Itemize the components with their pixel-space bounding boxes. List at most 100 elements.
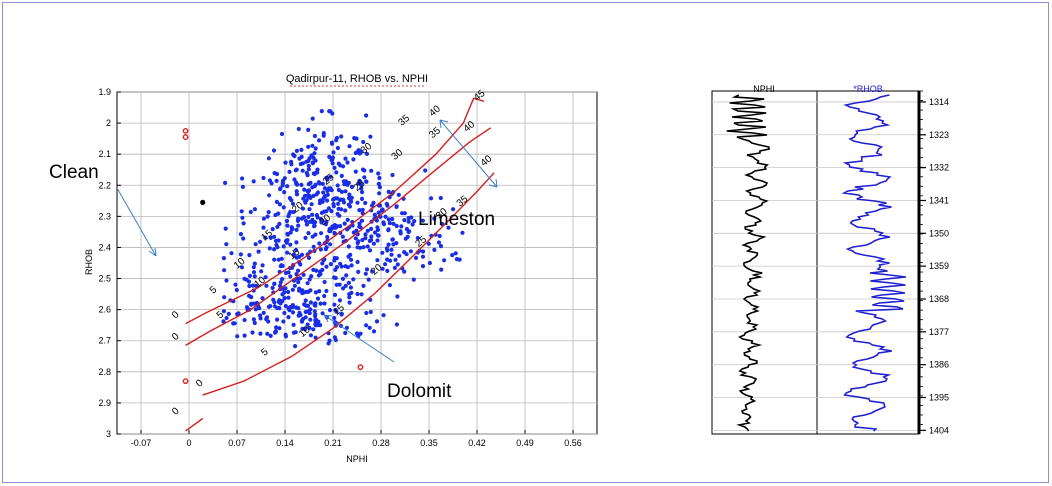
- scatter-point: [317, 181, 322, 186]
- scatter-point: [312, 223, 317, 228]
- scatter-point: [320, 311, 325, 316]
- scatter-point: [349, 290, 354, 295]
- scatter-point: [380, 266, 385, 271]
- scatter-point: [293, 344, 298, 349]
- scatter-point: [367, 248, 373, 253]
- scatter-point: [298, 276, 303, 281]
- scatter-point: [343, 283, 348, 288]
- scatter-point: [334, 135, 339, 141]
- scatter-point: [251, 317, 256, 322]
- scatter-point: [320, 181, 325, 186]
- scatter-point: [345, 182, 350, 187]
- rhob-log-curve: [841, 94, 906, 432]
- scatter-point: [290, 226, 295, 231]
- scatter-point: [306, 193, 311, 198]
- scatter-point: [364, 151, 370, 156]
- scatter-point: [374, 319, 380, 324]
- scatter-point: [286, 289, 291, 295]
- scatter-point: [282, 176, 287, 181]
- scatter-point: [294, 305, 299, 310]
- scatter-point: [355, 259, 360, 265]
- scatter-point: [260, 296, 265, 301]
- scatter-point: [306, 188, 312, 193]
- x-tick-label: 0.35: [420, 438, 438, 448]
- annotation-limeston: Limeston: [418, 209, 495, 230]
- scatter-point: [247, 273, 252, 278]
- scatter-point: [312, 302, 317, 308]
- scatter-point: [235, 334, 240, 339]
- y-tick-label: 1.9: [98, 87, 111, 97]
- scatter-point: [369, 168, 374, 173]
- scatter-point: [347, 204, 353, 209]
- scatter-point: [346, 280, 351, 285]
- scatter-point: [391, 242, 396, 247]
- scatter-point: [395, 294, 400, 299]
- scatter-point: [299, 319, 305, 324]
- scatter-point: [240, 184, 245, 189]
- scatter-point: [286, 295, 291, 300]
- scatter-point: [364, 179, 369, 184]
- scatter-point: [349, 199, 354, 204]
- scatter-point: [357, 208, 362, 213]
- scatter-point: [308, 333, 313, 338]
- scatter-point: [310, 143, 315, 148]
- red-point: [357, 364, 364, 371]
- scatter-point: [363, 232, 368, 237]
- scatter-point: [290, 287, 295, 292]
- scatter-point: [306, 214, 311, 219]
- scatter-point: [331, 197, 336, 202]
- scatter-point: [394, 204, 399, 209]
- scatter-point: [290, 310, 296, 315]
- scatter-point: [274, 199, 279, 204]
- scatter-point: [268, 333, 273, 338]
- scatter-point: [294, 148, 299, 153]
- log-header-rhob: *RHOB: [853, 84, 883, 94]
- scatter-point: [283, 286, 288, 291]
- scatter-point: [272, 257, 277, 262]
- scatter-point: [331, 204, 336, 209]
- scatter-point: [396, 192, 401, 197]
- scatter-point: [327, 109, 332, 114]
- scatter-point: [315, 296, 321, 301]
- scatter-point: [289, 198, 294, 203]
- scatter-point: [415, 235, 420, 241]
- scatter-point: [233, 282, 238, 287]
- scatter-point: [330, 141, 335, 146]
- scatter-point: [304, 222, 309, 227]
- scatter-point: [306, 289, 311, 294]
- scatter-point: [307, 277, 312, 282]
- scatter-point: [356, 148, 361, 153]
- scatter-point: [353, 150, 358, 156]
- scatter-point: [439, 267, 444, 272]
- scatter-point: [241, 221, 246, 226]
- scatter-point: [371, 200, 376, 205]
- scatter-point: [239, 209, 244, 214]
- scatter-point: [306, 255, 312, 260]
- depth-tick-label: 1404: [929, 425, 949, 435]
- lithology-label: 0: [170, 405, 182, 417]
- scatter-point: [253, 242, 258, 247]
- scatter-point: [351, 277, 356, 282]
- annotation-clean: Clean: [49, 162, 99, 183]
- scatter-point: [296, 280, 301, 285]
- scatter-point: [266, 156, 271, 161]
- scatter-point: [399, 224, 404, 229]
- x-tick-labels: -0.07 0 0.07 0.14 0.21 0.28 0.35 0.42 0.49 0.56: [131, 438, 582, 448]
- scatter-point: [387, 221, 392, 226]
- depth-tick-labels: 1314 1323 1332 1341 1350 1359 1368 1377 1386 1395…: [929, 97, 949, 435]
- red-point: [182, 127, 189, 134]
- scatter-point: [267, 246, 272, 251]
- scatter-point: [356, 239, 361, 244]
- scatter-point: [263, 235, 268, 240]
- scatter-point: [375, 233, 380, 238]
- scatter-point: [299, 182, 304, 187]
- scatter-point: [288, 209, 293, 214]
- scatter-point: [267, 193, 272, 198]
- scatter-point: [312, 151, 317, 156]
- scatter-point: [390, 237, 395, 242]
- scatter-point: [296, 223, 301, 228]
- scatter-point: [371, 329, 377, 334]
- scatter-point: [261, 310, 266, 315]
- scatter-point: [363, 236, 368, 241]
